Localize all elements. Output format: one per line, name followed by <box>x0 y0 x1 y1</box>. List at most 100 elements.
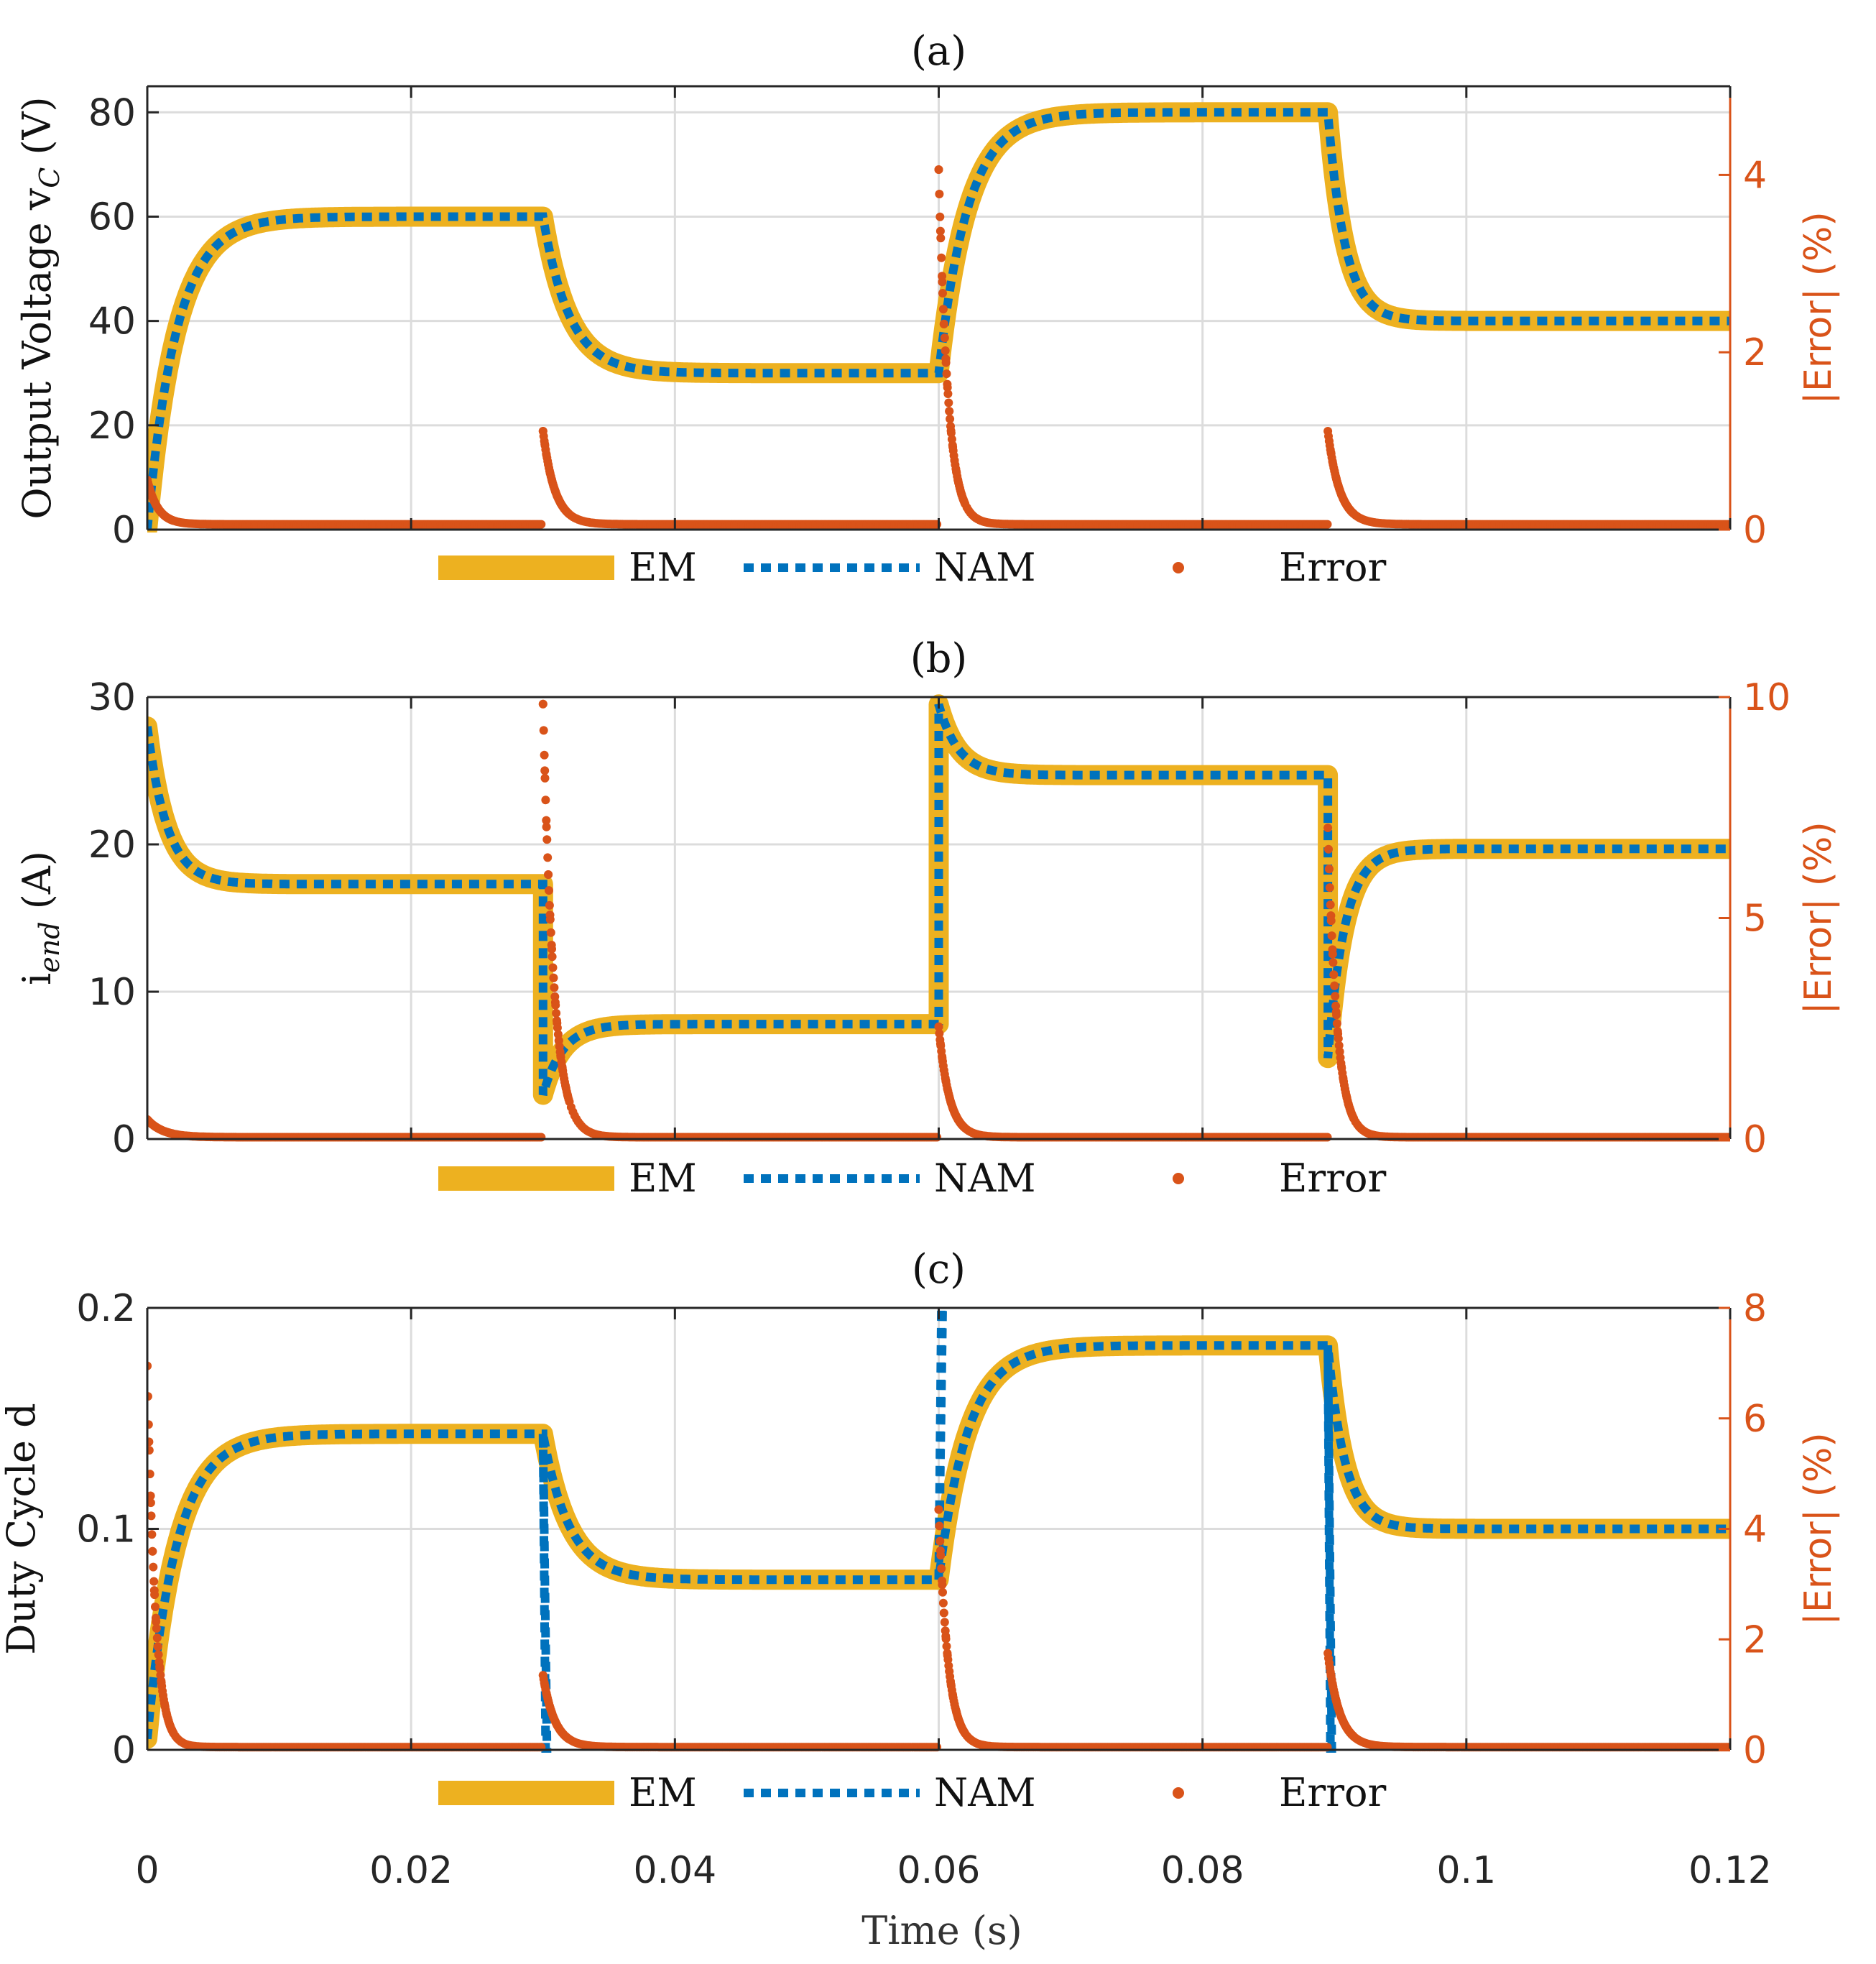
error-point <box>1326 900 1335 909</box>
legend-error-label: Error <box>1279 1156 1387 1201</box>
error-point <box>547 941 556 950</box>
error-point <box>1349 509 1358 518</box>
nam-series-line <box>147 1305 1730 1753</box>
error-point <box>938 289 947 298</box>
right-axis-label: |Error| (%) <box>1797 211 1840 404</box>
error-point <box>552 1008 561 1018</box>
series-group <box>147 102 1730 533</box>
panel-b: 0 10 20 30 0 5 10 (b) iend (A) |Error| (%) EM NAM Er… <box>14 635 1840 1201</box>
panel-title: (a) <box>911 28 966 75</box>
y-tick-label: 80 <box>88 91 136 134</box>
y-axis-label-unit: (A) <box>14 851 60 921</box>
right-tick-label: 0 <box>1743 1118 1767 1161</box>
error-point <box>540 750 549 760</box>
error-point <box>936 234 946 243</box>
error-point <box>937 253 946 262</box>
y-tick-label: 60 <box>88 195 136 239</box>
legend-nam-label: NAM <box>934 545 1036 590</box>
error-point <box>1326 916 1336 926</box>
panel-c: 0 0.1 0.2 0 2 4 6 8 (c) Duty Cycle d |Error| (%) EM… <box>0 1246 1840 1892</box>
error-point <box>935 1029 944 1038</box>
error-series <box>147 165 1730 529</box>
error-point <box>149 1562 158 1572</box>
error-point <box>960 1123 969 1133</box>
x-tick-label: 0.06 <box>897 1849 981 1892</box>
error-point <box>153 1642 162 1651</box>
error-point <box>542 816 551 825</box>
right-tick-label: 0 <box>1743 509 1767 552</box>
error-point <box>149 1577 159 1586</box>
error-point <box>147 1511 156 1521</box>
legend-nam-label: NAM <box>934 1770 1036 1815</box>
y-tick-label: 20 <box>88 824 136 867</box>
error-point <box>154 1650 163 1659</box>
nam-series-line <box>147 703 1730 1097</box>
right-axis-label: |Error| (%) <box>1797 1432 1840 1625</box>
error-point <box>939 1608 948 1618</box>
error-point <box>154 1657 164 1666</box>
y-axis-label-main: i <box>14 973 60 985</box>
error-point <box>155 1664 165 1674</box>
error-point <box>544 870 553 879</box>
error-point <box>550 992 560 1001</box>
y-tick-label: 0 <box>112 1729 136 1772</box>
error-point <box>1325 883 1334 893</box>
error-point <box>1334 1034 1343 1043</box>
error-point <box>147 1491 155 1500</box>
legend-em-label: EM <box>629 545 697 590</box>
error-point <box>541 796 550 805</box>
right-tick-label: 4 <box>1743 154 1767 197</box>
error-point <box>1329 958 1338 967</box>
error-point <box>540 766 550 775</box>
error-point <box>543 853 553 862</box>
error-point <box>938 1587 947 1597</box>
error-point <box>935 212 945 221</box>
error-point <box>545 915 555 924</box>
error-point <box>944 398 953 407</box>
error-point <box>940 1618 949 1627</box>
error-point <box>150 1590 160 1600</box>
error-point <box>934 1505 943 1514</box>
error-point <box>938 1598 948 1608</box>
error-point <box>1349 1114 1358 1122</box>
error-point <box>148 1546 157 1556</box>
error-point <box>941 1626 950 1636</box>
error-point <box>943 1649 952 1658</box>
y-axis-label-unit: (V) <box>14 96 60 167</box>
error-point <box>547 952 557 962</box>
y-axis-label-main: Output Voltage v <box>14 188 60 519</box>
error-point <box>551 1000 560 1010</box>
error-point <box>943 389 953 398</box>
error-point <box>168 516 177 525</box>
error-point <box>550 983 559 992</box>
error-point <box>152 1633 162 1643</box>
panel-title: (b) <box>910 635 968 682</box>
error-point <box>546 928 555 937</box>
error-point <box>942 1641 951 1651</box>
error-point <box>946 422 955 431</box>
error-point <box>553 1016 561 1025</box>
legend-error-label: Error <box>1279 1770 1387 1815</box>
right-tick-label: 2 <box>1743 1618 1767 1661</box>
error-point <box>1328 945 1337 954</box>
error-point <box>941 358 951 367</box>
y-axis-label: Duty Cycle d <box>0 1403 44 1654</box>
y-tick-label: 40 <box>88 300 136 344</box>
x-tick-label: 0.1 <box>1436 1849 1496 1892</box>
error-point <box>941 346 950 355</box>
error-point <box>938 272 947 281</box>
legend-error-label: Error <box>1279 545 1387 590</box>
error-point <box>542 835 552 844</box>
error-point <box>1332 1010 1341 1020</box>
error-point <box>1327 931 1336 941</box>
y-axis-label: Output Voltage vC (V) <box>14 96 65 519</box>
y-tick-label: 0 <box>112 509 136 552</box>
error-point <box>936 1551 946 1560</box>
error-point <box>147 1437 154 1447</box>
error-point <box>960 498 969 507</box>
y-tick-label: 10 <box>88 971 136 1014</box>
error-point <box>540 773 550 783</box>
legend: EM NAM Error <box>438 545 1387 590</box>
error-point <box>151 1603 160 1611</box>
error-point <box>943 379 952 389</box>
